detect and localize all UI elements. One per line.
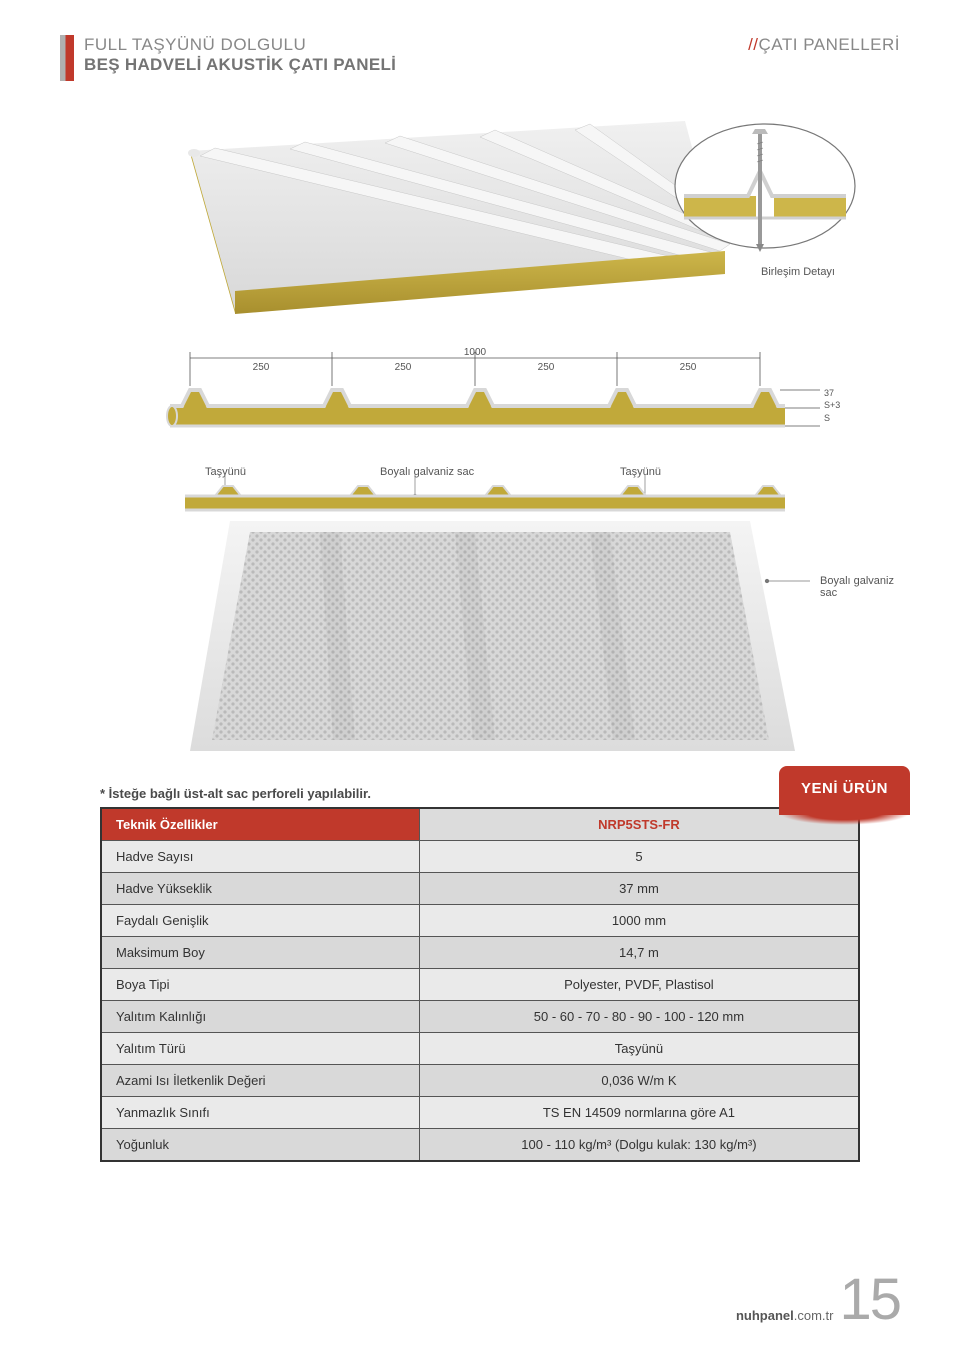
spec-label: Yanmazlık Sınıfı — [101, 1097, 419, 1129]
label-galvaniz-bottom: Boyalı galvaniz sac — [820, 575, 900, 599]
table-row: Hadve Sayısı5 — [101, 841, 859, 873]
spec-table: Teknik Özellikler NRP5STS-FR Hadve Sayıs… — [100, 807, 860, 1162]
dim-p2: 250 — [395, 362, 412, 373]
spec-value: 100 - 110 kg/m³ (Dolgu kulak: 130 kg/m³) — [419, 1129, 859, 1162]
table-row: Boya TipiPolyester, PVDF, Plastisol — [101, 969, 859, 1001]
footer-domain-bold: nuhpanel — [736, 1308, 794, 1323]
underside-view: Taşyünü Boyalı galvaniz sac Taşyünü — [60, 466, 900, 776]
table-row: Maksimum Boy14,7 m — [101, 937, 859, 969]
category-label: //ÇATI PANELLERİ — [748, 35, 900, 55]
joint-detail-icon — [670, 116, 860, 256]
spec-label: Azami Isı İletkenlik Değeri — [101, 1065, 419, 1097]
spec-value: 0,036 W/m K — [419, 1065, 859, 1097]
spec-label: Faydalı Genişlik — [101, 905, 419, 937]
table-row: Yoğunluk100 - 110 kg/m³ (Dolgu kulak: 13… — [101, 1129, 859, 1162]
dim-p3: 250 — [538, 362, 555, 373]
dim-rib: 37 — [824, 388, 834, 398]
page-title: BEŞ HADVELİ AKUSTİK ÇATI PANELİ — [84, 55, 396, 75]
title-block: FULL TAŞYÜNÜ DOLGULU BEŞ HADVELİ AKUSTİK… — [84, 35, 396, 75]
spec-value: 5 — [419, 841, 859, 873]
profile-icon: 1000 250 250 250 250 37 S+37 S — [120, 346, 840, 446]
spec-value: 1000 mm — [419, 905, 859, 937]
panel-3d-icon — [130, 116, 730, 326]
slash-icon: // — [748, 35, 758, 54]
dim-s: S — [824, 413, 830, 423]
table-row: Yalıtım Kalınlığı50 - 60 - 70 - 80 - 90 … — [101, 1001, 859, 1033]
category-text: ÇATI PANELLERİ — [759, 35, 900, 54]
profile-drawing: 1000 250 250 250 250 37 S+37 S — [60, 346, 900, 446]
spec-value: TS EN 14509 normlarına göre A1 — [419, 1097, 859, 1129]
spec-value: Taşyünü — [419, 1033, 859, 1065]
table-row: Hadve Yükseklik37 mm — [101, 873, 859, 905]
spec-value: Polyester, PVDF, Plastisol — [419, 969, 859, 1001]
table-row: Azami Isı İletkenlik Değeri0,036 W/m K — [101, 1065, 859, 1097]
spec-label: Yalıtım Kalınlığı — [101, 1001, 419, 1033]
dim-total: 1000 — [464, 347, 487, 358]
spec-label: Yalıtım Türü — [101, 1033, 419, 1065]
spec-label: Hadve Yükseklik — [101, 873, 419, 905]
dim-p4: 250 — [680, 362, 697, 373]
spec-label: Maksimum Boy — [101, 937, 419, 969]
spec-value: 37 mm — [419, 873, 859, 905]
dim-s37: S+37 — [824, 400, 840, 410]
page-header: FULL TAŞYÜNÜ DOLGULU BEŞ HADVELİ AKUSTİK… — [60, 35, 900, 81]
underside-icon — [155, 466, 815, 776]
spec-value: 14,7 m — [419, 937, 859, 969]
detail-label: Birleşim Detayı — [761, 266, 835, 278]
page-footer: nuhpanel.com.tr 15 — [736, 1277, 900, 1323]
badge-text: YENİ ÜRÜN — [801, 780, 888, 797]
spec-value: 50 - 60 - 70 - 80 - 90 - 100 - 120 mm — [419, 1001, 859, 1033]
table-row: Yanmazlık SınıfıTS EN 14509 normlarına g… — [101, 1097, 859, 1129]
accent-tab-icon — [60, 35, 74, 81]
header-left: FULL TAŞYÜNÜ DOLGULU BEŞ HADVELİ AKUSTİK… — [60, 35, 396, 81]
footer-domain-rest: .com.tr — [794, 1308, 834, 1323]
table-row: Faydalı Genişlik1000 mm — [101, 905, 859, 937]
new-product-badge: YENİ ÜRÜN — [779, 766, 910, 815]
dim-p1: 250 — [253, 362, 270, 373]
page-number: 15 — [839, 1277, 900, 1323]
spec-label: Boya Tipi — [101, 969, 419, 1001]
spec-label: Hadve Sayısı — [101, 841, 419, 873]
page-subtitle: FULL TAŞYÜNÜ DOLGULU — [84, 35, 396, 55]
footer-domain: nuhpanel.com.tr — [736, 1308, 834, 1323]
table-header-left: Teknik Özellikler — [101, 808, 419, 841]
panel-illustration: Birleşim Detayı — [60, 106, 900, 336]
table-row: Yalıtım TürüTaşyünü — [101, 1033, 859, 1065]
spec-label: Yoğunluk — [101, 1129, 419, 1162]
